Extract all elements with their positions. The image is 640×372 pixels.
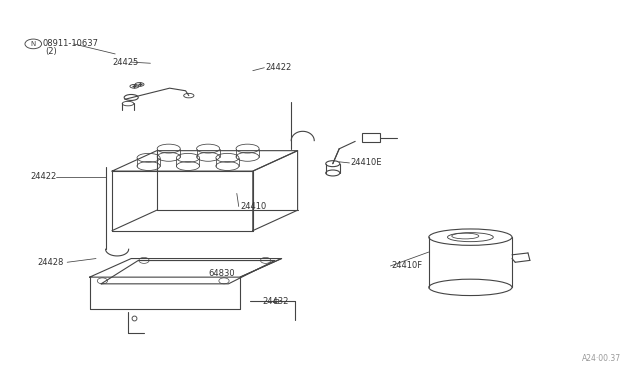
Text: 24410: 24410 bbox=[240, 202, 266, 211]
Text: (2): (2) bbox=[45, 47, 57, 56]
Text: N: N bbox=[31, 41, 36, 47]
Text: 24422: 24422 bbox=[31, 172, 57, 181]
Text: 08911-10637: 08911-10637 bbox=[42, 39, 99, 48]
Text: 24410E: 24410E bbox=[351, 158, 382, 167]
Text: 64830: 64830 bbox=[208, 269, 235, 278]
Bar bbox=[362, 133, 380, 142]
Text: 24425: 24425 bbox=[112, 58, 138, 67]
Text: 24410F: 24410F bbox=[392, 262, 423, 270]
Text: 24422: 24422 bbox=[266, 63, 292, 72]
Text: 24432: 24432 bbox=[262, 297, 289, 306]
Text: 24428: 24428 bbox=[37, 258, 63, 267]
Text: A24·00.37: A24·00.37 bbox=[582, 355, 621, 363]
